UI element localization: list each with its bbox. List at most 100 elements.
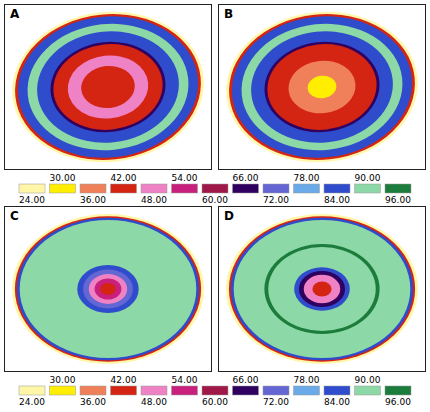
legend-label: 48.00 xyxy=(141,397,167,407)
contour-region xyxy=(95,279,122,300)
contour-region xyxy=(229,216,415,362)
legend-swatch xyxy=(233,386,259,395)
panel: A xyxy=(5,2,212,171)
contour-region xyxy=(299,271,345,307)
contour-region xyxy=(222,5,422,169)
contour-region xyxy=(268,247,376,331)
legend-swatch xyxy=(80,386,106,395)
legend-swatch xyxy=(111,386,137,395)
legend-label: 30.00 xyxy=(50,173,76,183)
contour-region xyxy=(235,16,409,158)
contour-region xyxy=(304,275,340,304)
legend-label: 96.00 xyxy=(385,195,411,205)
legend-label: 24.00 xyxy=(19,397,45,407)
legend-label: 54.00 xyxy=(172,375,198,385)
legend-swatch xyxy=(385,386,411,395)
legend-swatch xyxy=(355,386,381,395)
legend-label: 24.00 xyxy=(19,195,45,205)
contour-region xyxy=(286,57,358,116)
contour-region xyxy=(46,36,170,138)
legend-swatch xyxy=(294,386,320,395)
legend-label: 90.00 xyxy=(355,173,381,183)
legend-label: 90.00 xyxy=(355,375,381,385)
contour-region xyxy=(79,63,137,110)
legend-label: 54.00 xyxy=(172,173,198,183)
legend-label: 72.00 xyxy=(263,195,289,205)
contour-regions xyxy=(219,4,426,170)
contour-region xyxy=(5,4,212,170)
legend-swatch xyxy=(19,184,45,193)
contour-region xyxy=(12,214,204,364)
contour-region xyxy=(246,24,399,149)
contour-region xyxy=(20,220,197,358)
legend-swatch xyxy=(19,386,45,395)
legend-label: 60.00 xyxy=(202,397,228,407)
figure: A B CD 24.00 30.00 36.00 42.00 48.00 54.00 60.00 6… xyxy=(0,0,430,412)
legend-label: 42.00 xyxy=(111,173,137,183)
panel: C xyxy=(5,207,212,372)
contour-region xyxy=(77,265,138,313)
contour-region xyxy=(234,220,411,358)
contour-region xyxy=(263,39,381,135)
contour-region xyxy=(83,270,133,309)
contour-regions xyxy=(5,4,212,170)
legend-swatch xyxy=(385,184,411,193)
legend-swatch xyxy=(202,184,228,193)
contour-region xyxy=(231,218,413,361)
legend-label: 72.00 xyxy=(263,397,289,407)
contour-region xyxy=(100,283,115,295)
panel-label: A xyxy=(10,7,20,21)
legend-swatch xyxy=(141,386,167,395)
contour-region xyxy=(65,51,152,122)
legend-swatch xyxy=(80,184,106,193)
legend-swatch xyxy=(263,184,289,193)
color-legend: 24.0030.0036.0042.0048.0054.0060.0066.00… xyxy=(19,173,411,205)
contour-region xyxy=(225,7,419,166)
legend-swatch xyxy=(355,184,381,193)
panel-frame xyxy=(219,207,426,372)
contour-region xyxy=(11,7,205,166)
panel-label: D xyxy=(224,209,234,223)
contour-region xyxy=(21,16,195,158)
legend-label: 84.00 xyxy=(324,397,350,407)
panel-frame xyxy=(5,207,212,372)
panel-frame xyxy=(219,5,426,170)
legend-label: 84.00 xyxy=(324,195,350,205)
legend-label: 48.00 xyxy=(141,195,167,205)
legend-label: 36.00 xyxy=(80,397,106,407)
contour-region xyxy=(89,274,127,304)
legend-label: 60.00 xyxy=(202,195,228,205)
legend-swatch xyxy=(233,184,259,193)
legend-label: 42.00 xyxy=(111,375,137,385)
contour-region xyxy=(226,214,418,364)
legend-swatch xyxy=(141,184,167,193)
legend-swatch xyxy=(324,184,350,193)
legend-label: 66.00 xyxy=(233,375,259,385)
legend-label: 66.00 xyxy=(233,173,259,183)
legend-label: 30.00 xyxy=(50,375,76,385)
panel-label: B xyxy=(224,7,233,21)
contour-region xyxy=(15,216,201,362)
contour-region xyxy=(260,36,384,138)
legend-swatch xyxy=(172,386,198,395)
contour-region xyxy=(312,282,331,297)
color-legend: 24.00 30.00 36.00 42.00 48.00 54.00 60.00 66.00… xyxy=(19,375,411,407)
legend-swatch xyxy=(50,184,76,193)
legend-swatch xyxy=(172,184,198,193)
panel-frame xyxy=(5,5,212,170)
panel: D xyxy=(219,207,426,372)
contour-region xyxy=(294,267,350,311)
panel: B xyxy=(219,2,426,171)
contour-region xyxy=(49,39,167,135)
legend-swatch xyxy=(324,386,350,395)
legend-label: 78.00 xyxy=(294,173,320,183)
contour-region xyxy=(8,5,208,169)
legend-swatch xyxy=(202,386,228,395)
contour-region xyxy=(264,244,379,334)
contour-regions xyxy=(12,214,204,364)
contour-region xyxy=(219,4,426,170)
legend-swatch xyxy=(50,386,76,395)
contour-region xyxy=(307,74,338,99)
contour-region xyxy=(17,218,199,361)
contour-regions xyxy=(226,214,418,364)
